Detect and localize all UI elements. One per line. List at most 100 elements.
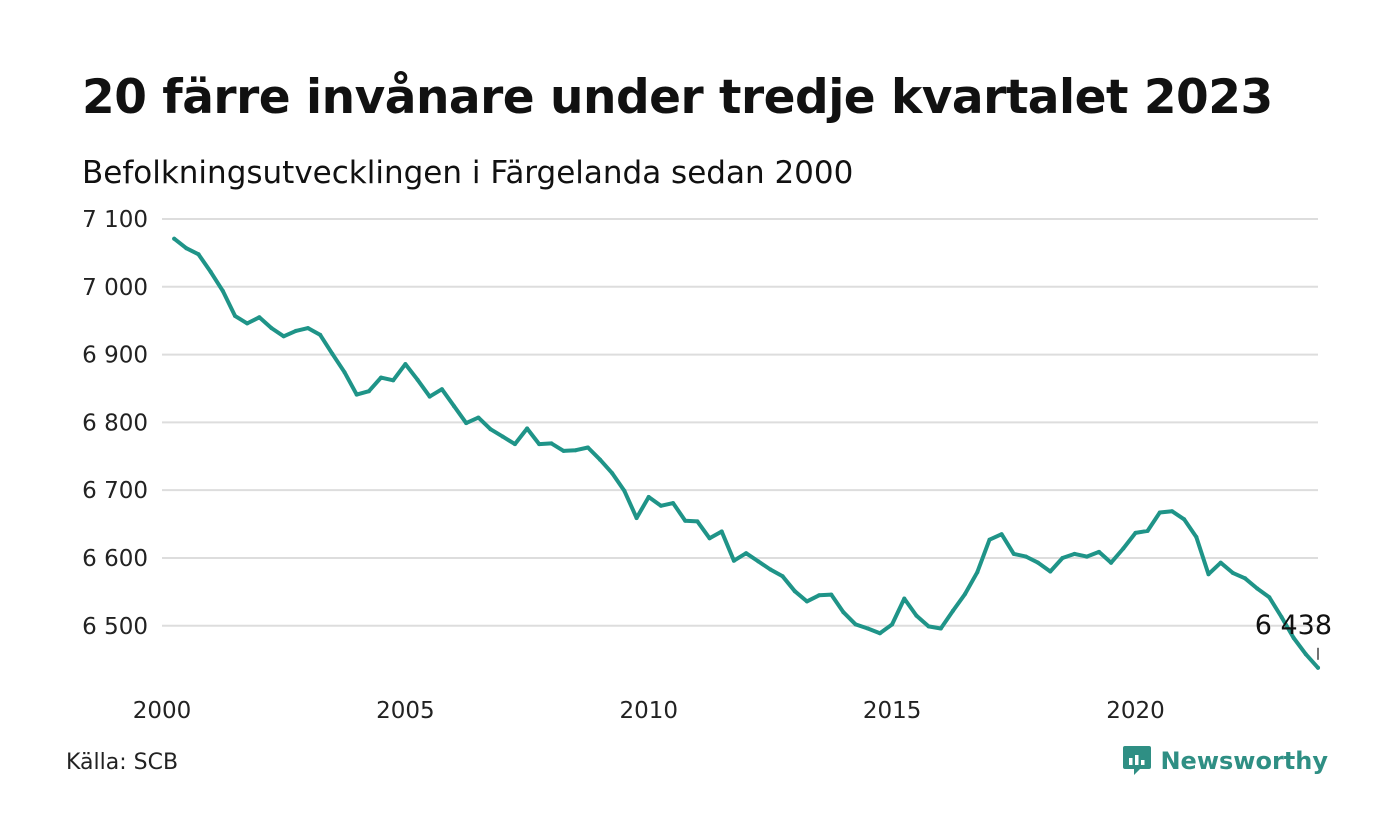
data-point bbox=[1145, 528, 1150, 533]
data-point bbox=[184, 246, 189, 251]
y-axis-ticks: 6 500 6 600 6 700 6 800 6 900 7 000 7 100 bbox=[82, 207, 148, 640]
data-point bbox=[938, 626, 943, 631]
data-point bbox=[792, 589, 797, 594]
data-point bbox=[744, 551, 749, 556]
data-point bbox=[306, 326, 310, 331]
y-tick-label: 6 800 bbox=[82, 410, 148, 436]
chart-title: 20 färre invånare under tredje kvartalet… bbox=[82, 70, 1273, 125]
source-note: Källa: SCB bbox=[66, 750, 179, 775]
data-point bbox=[999, 532, 1004, 537]
data-point bbox=[245, 321, 250, 326]
data-point bbox=[500, 434, 505, 439]
data-point bbox=[731, 558, 736, 563]
y-tick-label: 6 500 bbox=[82, 614, 148, 640]
data-point bbox=[1316, 665, 1320, 670]
data-point bbox=[561, 448, 566, 453]
data-point bbox=[1121, 546, 1126, 551]
data-point bbox=[488, 427, 493, 432]
data-point bbox=[853, 622, 858, 627]
data-point bbox=[707, 536, 712, 541]
data-point bbox=[963, 591, 968, 596]
data-point bbox=[1133, 530, 1138, 535]
data-point bbox=[1206, 572, 1211, 577]
x-tick-label: 2020 bbox=[1106, 698, 1165, 724]
data-point bbox=[902, 596, 907, 601]
last-value-annotation: 6 438 bbox=[1255, 610, 1332, 660]
x-tick-label: 2015 bbox=[863, 698, 922, 724]
data-point bbox=[683, 518, 688, 523]
brand-logo: Newsworthy bbox=[1122, 744, 1328, 778]
data-point bbox=[622, 488, 627, 493]
data-point bbox=[439, 387, 444, 392]
data-point bbox=[1157, 510, 1162, 515]
y-tick-label: 6 600 bbox=[82, 546, 148, 572]
data-point bbox=[257, 315, 262, 320]
data-point bbox=[512, 442, 517, 447]
data-point bbox=[719, 529, 724, 534]
data-point bbox=[768, 567, 773, 572]
y-tick-label: 7 100 bbox=[82, 207, 148, 233]
data-point bbox=[610, 471, 615, 476]
y-tick-label: 6 900 bbox=[82, 343, 148, 369]
data-point bbox=[817, 593, 822, 598]
brand-name: Newsworthy bbox=[1160, 747, 1328, 775]
data-point bbox=[1109, 560, 1114, 565]
data-point bbox=[208, 269, 213, 274]
data-point bbox=[829, 592, 834, 597]
data-point bbox=[1036, 560, 1041, 565]
data-point bbox=[354, 392, 359, 397]
data-point bbox=[1279, 615, 1284, 619]
data-point bbox=[756, 559, 761, 564]
data-point bbox=[281, 334, 286, 339]
data-point bbox=[646, 495, 651, 499]
data-point bbox=[1218, 560, 1223, 565]
data-point bbox=[1230, 570, 1235, 575]
data-point bbox=[537, 442, 542, 447]
data-point bbox=[196, 252, 201, 257]
data-point bbox=[987, 537, 992, 542]
x-tick-label: 2010 bbox=[619, 698, 678, 724]
data-point bbox=[598, 457, 603, 462]
data-point bbox=[293, 328, 298, 333]
data-point bbox=[950, 608, 955, 613]
data-point bbox=[342, 370, 347, 375]
data-point bbox=[1267, 595, 1272, 600]
data-point bbox=[172, 236, 177, 241]
data-point bbox=[318, 332, 323, 337]
data-point bbox=[695, 519, 700, 524]
data-point bbox=[914, 613, 919, 618]
data-point bbox=[366, 389, 371, 394]
data-point bbox=[233, 313, 237, 318]
data-point bbox=[427, 394, 432, 399]
data-point bbox=[585, 445, 590, 450]
data-point bbox=[1182, 517, 1187, 522]
data-point bbox=[403, 362, 408, 367]
data-point bbox=[890, 622, 895, 627]
data-point bbox=[1243, 576, 1247, 581]
data-point bbox=[1097, 549, 1101, 554]
data-point bbox=[573, 448, 578, 453]
data-point bbox=[865, 626, 870, 631]
data-point bbox=[1072, 551, 1077, 556]
data-point bbox=[549, 441, 554, 446]
data-point bbox=[269, 326, 274, 331]
newsworthy-logo-icon bbox=[1123, 746, 1152, 775]
data-point bbox=[415, 377, 420, 382]
data-point bbox=[634, 516, 639, 520]
data-point bbox=[452, 404, 456, 409]
x-tick-label: 2005 bbox=[376, 698, 435, 724]
data-point bbox=[379, 375, 383, 380]
data-point bbox=[975, 570, 980, 575]
x-tick-label: 2000 bbox=[133, 698, 192, 724]
data-point bbox=[330, 351, 335, 356]
data-point bbox=[391, 378, 396, 383]
y-tick-label: 7 000 bbox=[82, 275, 148, 301]
data-point bbox=[220, 288, 225, 293]
data-point bbox=[476, 415, 481, 420]
chart-subtitle: Befolkningsutvecklingen i Färgelanda sed… bbox=[82, 155, 854, 191]
last-value-label: 6 438 bbox=[1255, 610, 1332, 641]
series-layer bbox=[172, 236, 1320, 670]
data-point bbox=[926, 624, 931, 629]
data-point bbox=[877, 631, 882, 636]
